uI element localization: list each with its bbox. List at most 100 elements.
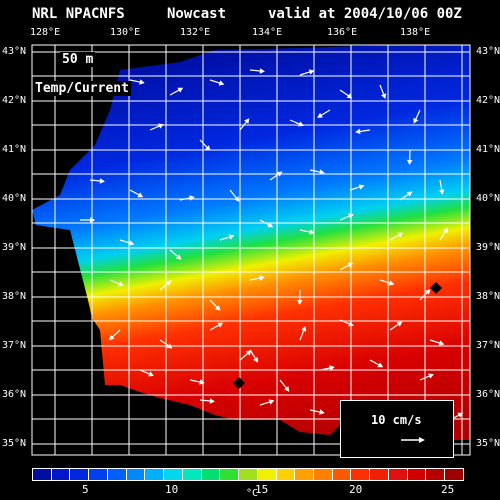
- current-vector-head: [298, 121, 304, 127]
- colorbar-cell: [126, 469, 146, 480]
- current-vector-head: [118, 281, 124, 287]
- colorbar-tick: 5: [82, 483, 89, 496]
- lat-tick: 37°N: [2, 340, 27, 351]
- lon-tick: 128°E: [30, 27, 61, 38]
- current-vector-head: [438, 340, 445, 346]
- colorbar-cell: [201, 469, 221, 480]
- island: [430, 282, 442, 294]
- current-vector-head: [99, 178, 105, 184]
- current-vector-head: [377, 362, 384, 368]
- lat-tick: 43°N: [476, 46, 500, 57]
- current-vector-head: [259, 275, 265, 281]
- current-vector-head: [189, 195, 195, 201]
- colorbar-cell: [314, 469, 333, 480]
- vector-scale-label: 10 cm/s: [371, 413, 422, 427]
- header-product: Nowcast: [167, 6, 227, 22]
- current-vector-head: [381, 93, 387, 100]
- current-vector-head: [396, 321, 403, 327]
- current-vector-head: [209, 398, 215, 404]
- header-model: NRL NPACNFS: [32, 6, 125, 22]
- current-vector-head: [128, 240, 135, 246]
- current-vector-head: [309, 229, 315, 235]
- current-vector-head: [406, 159, 413, 166]
- current-vector-head: [214, 305, 221, 311]
- colorbar-cell: [182, 469, 202, 480]
- current-vector-head: [259, 68, 265, 74]
- lat-tick: 41°N: [2, 144, 27, 155]
- colorbar-cell: [89, 469, 108, 480]
- current-vector-head: [438, 189, 445, 195]
- lat-tick: 41°N: [476, 144, 500, 155]
- sea-area: [32, 45, 470, 440]
- colorbar-cell: [51, 469, 71, 480]
- colorbar-cell: [70, 469, 90, 480]
- current-vector-head: [457, 412, 464, 418]
- current-vector-head: [388, 280, 395, 286]
- temperature-colorbar: [32, 468, 464, 481]
- current-vector-head: [424, 289, 431, 295]
- current-vector-head: [175, 254, 182, 260]
- current-vector-head: [428, 373, 434, 379]
- current-vector-head: [267, 222, 274, 228]
- current-vector-head: [413, 117, 419, 124]
- current-vector-head: [319, 169, 325, 175]
- colorbar-tick: 25: [441, 483, 455, 496]
- colorbar-cell: [164, 469, 183, 480]
- colorbar-cell: [33, 469, 52, 480]
- colorbar-cell: [257, 469, 277, 480]
- vector-scale-box: 10 cm/s: [340, 400, 454, 458]
- lat-tick: 42°N: [2, 95, 27, 106]
- lon-tick: 130°E: [110, 27, 141, 38]
- current-vector-head: [139, 79, 145, 85]
- colorbar-cell: [145, 469, 165, 480]
- current-vector-head: [89, 217, 96, 223]
- colorbar-tick: 10: [165, 483, 179, 496]
- lat-tick: 40°N: [2, 193, 27, 204]
- current-vector-head: [108, 334, 115, 341]
- current-vector-head: [166, 343, 173, 349]
- lon-tick: 136°E: [327, 27, 358, 38]
- scale-arrow-icon: [401, 437, 425, 443]
- current-vector-head: [218, 80, 225, 86]
- lon-tick: 134°E: [252, 27, 283, 38]
- lat-tick: 36°N: [476, 389, 500, 400]
- lat-tick: 40°N: [476, 193, 500, 204]
- current-vector-head: [253, 356, 259, 363]
- current-vector-head: [245, 350, 252, 356]
- lat-tick: 39°N: [2, 242, 27, 253]
- current-vector-head: [177, 87, 184, 93]
- current-vector-head: [268, 399, 275, 405]
- lat-tick: 38°N: [2, 291, 27, 302]
- current-vector-head: [165, 280, 172, 286]
- current-vector-head: [397, 232, 404, 238]
- current-vector-head: [276, 171, 283, 177]
- lat-lon-grid: [31, 44, 471, 456]
- lat-tick: 37°N: [476, 340, 500, 351]
- current-vector-head: [329, 365, 335, 371]
- current-vector-head: [443, 227, 449, 234]
- colorbar-cell: [295, 469, 315, 480]
- current-vector-head: [284, 386, 290, 392]
- colorbar-cell: [107, 469, 127, 480]
- current-vector-head: [228, 234, 235, 240]
- lat-tick: 36°N: [2, 389, 27, 400]
- current-vector-head: [137, 192, 144, 198]
- colorbar-cell: [426, 469, 446, 480]
- island: [233, 377, 245, 389]
- current-vector-head: [217, 322, 224, 328]
- lon-tick: 132°E: [180, 27, 211, 38]
- colorbar-cell: [407, 469, 427, 480]
- current-vector-head: [158, 123, 164, 129]
- current-vector-head: [319, 409, 325, 415]
- current-vector-head: [348, 321, 354, 327]
- current-vector-head: [301, 325, 307, 332]
- current-vector-head: [204, 145, 211, 151]
- lat-tick: 35°N: [2, 438, 27, 449]
- colorbar-cell: [445, 469, 463, 480]
- current-vectors: [80, 68, 464, 421]
- colorbar-cell: [370, 469, 389, 480]
- current-vector-head: [358, 184, 365, 190]
- lat-tick: 39°N: [476, 242, 500, 253]
- lon-tick: 138°E: [400, 27, 431, 38]
